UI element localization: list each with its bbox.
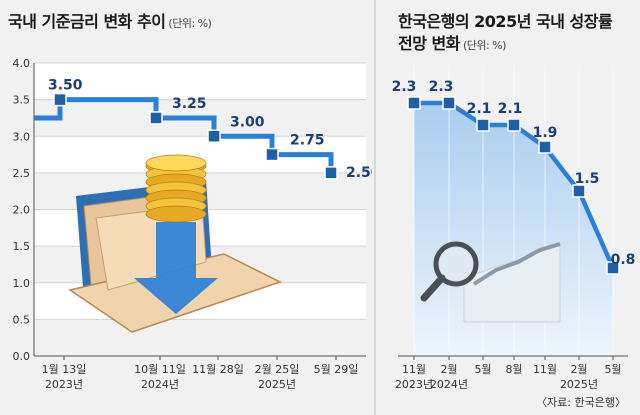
grid-band	[34, 63, 366, 100]
magnifier-illustration	[420, 241, 561, 323]
growth-marker	[476, 118, 490, 132]
rate-marker	[53, 92, 67, 107]
growth-forecast-panel: 한국은행의 2025년 국내 성장률 전망 변화 (단위: %) 2.3 2.3 2.…	[378, 0, 640, 415]
y-tick-label: 1.5	[13, 240, 31, 253]
growth-value-label: 1.5	[575, 171, 600, 187]
y-tick-label: 2.0	[13, 204, 31, 217]
rate-chart: 4.0 3.5 3.0 2.5 2.0 1.5 1.0 0.5 0.0 3.50 3.25 3.00 2…	[13, 57, 373, 391]
y-tick-label: 3.5	[13, 94, 31, 107]
y-tick-label: 0.0	[13, 350, 31, 363]
growth-value-label: 1.9	[533, 125, 558, 141]
growth-chart-title-line1: 한국은행의 2025년 국내 성장률	[398, 12, 613, 31]
growth-marker	[442, 96, 456, 110]
growth-value-label: 0.8	[611, 252, 636, 268]
rate-marker	[207, 129, 221, 143]
y-tick-label: 3.0	[13, 130, 31, 143]
rate-value-label: 3.00	[230, 114, 265, 130]
interest-rate-panel: 국내 기준금리 변화 추이 (단위: %) 4.0 3.5 3.0 2.5 2.0 1.5 1…	[8, 12, 373, 391]
growth-chart-title-line2: 전망 변화 (단위: %)	[398, 34, 506, 53]
growth-marker	[507, 118, 521, 132]
growth-marker	[538, 140, 552, 154]
x-tick-label: 11월	[402, 363, 426, 376]
y-tick-label: 2.5	[13, 167, 31, 180]
growth-marker	[572, 184, 586, 198]
growth-value-label: 2.3	[392, 79, 417, 95]
x-tick-year: 2025년	[560, 378, 598, 391]
y-tick-label: 4.0	[13, 57, 31, 70]
growth-value-label: 2.3	[429, 79, 454, 95]
x-tick-label: 5월	[604, 363, 621, 376]
x-tick-label: 8월	[505, 363, 522, 376]
folder-coins-illustration	[68, 154, 282, 333]
growth-chart: 2.3 2.3 2.1 2.1 1.9 1.5 0.8 11월 2023년 2월 2024년 5월 8월…	[392, 65, 636, 391]
rate-value-label: 3.25	[172, 96, 207, 112]
panel-divider	[374, 0, 376, 415]
x-tick-label: 2월	[570, 363, 587, 376]
x-tick-label: 10월 11일	[134, 362, 186, 376]
x-tick-label: 11월	[533, 363, 557, 376]
y-tick-label: 0.5	[13, 313, 31, 326]
x-tick-year: 2024년	[430, 378, 468, 391]
x-tick-label: 2월	[440, 363, 457, 376]
x-tick-label: 2월 25일	[255, 362, 300, 376]
x-tick-year: 2025년	[258, 378, 296, 391]
x-tick-year: 2024년	[141, 378, 179, 391]
rate-value-label: 2.50	[346, 165, 372, 181]
x-tick-year: 2023년	[395, 378, 433, 391]
growth-marker	[606, 261, 620, 275]
rate-marker	[149, 111, 163, 125]
rate-marker	[265, 147, 279, 162]
x-tick-label: 5월	[474, 363, 491, 376]
rate-value-label: 2.75	[290, 133, 325, 149]
rate-marker	[324, 166, 338, 180]
growth-value-label: 2.1	[498, 101, 523, 117]
source-note: 〈자료: 한국은행〉	[536, 396, 626, 409]
x-tick-label: 1월 13일	[42, 362, 87, 376]
rate-value-label: 3.50	[48, 78, 83, 94]
growth-value-label: 2.1	[467, 101, 492, 117]
rate-chart-title: 국내 기준금리 변화 추이 (단위: %)	[8, 12, 212, 31]
x-tick-label: 5월 29일	[314, 362, 359, 376]
x-tick-year: 2023년	[45, 378, 83, 391]
y-tick-label: 1.0	[13, 277, 31, 290]
x-tick-label: 11월 28일	[192, 362, 244, 376]
growth-marker	[407, 96, 421, 110]
